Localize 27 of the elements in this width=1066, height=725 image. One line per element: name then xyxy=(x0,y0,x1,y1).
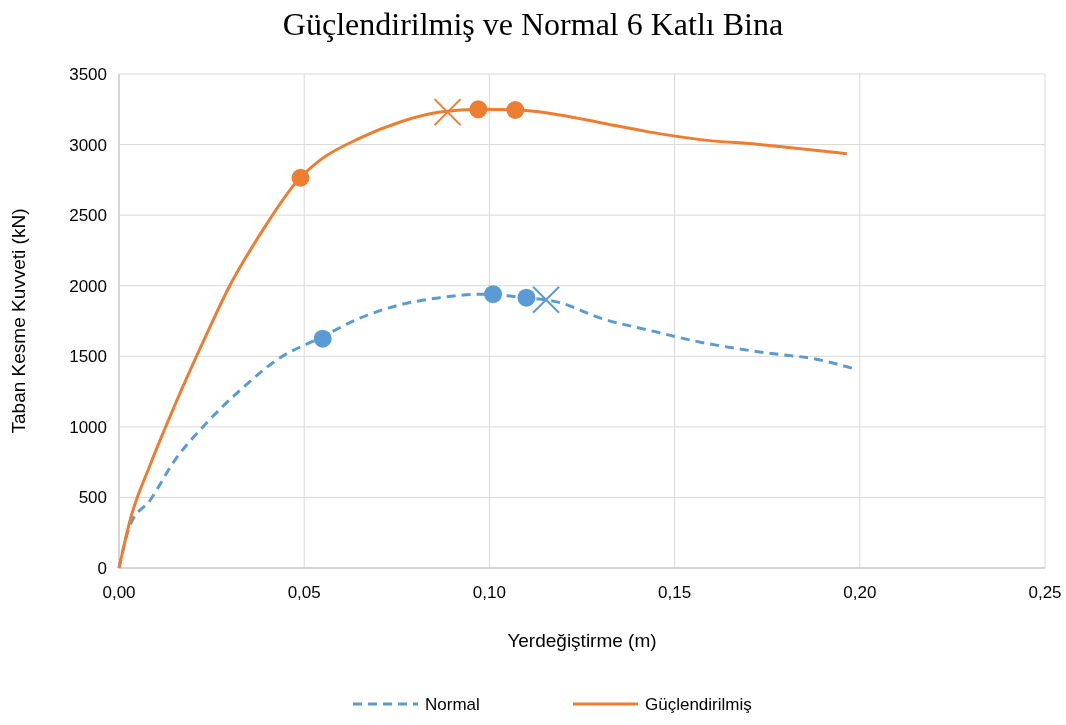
legend-label: Normal xyxy=(425,695,480,714)
x-tick-label: 0,25 xyxy=(1028,583,1062,602)
x-axis-title: Yerdeğiştirme (m) xyxy=(507,630,657,651)
chart-title: Güçlendirilmiş ve Normal 6 Katlı Bina xyxy=(282,6,784,42)
y-tick-label: 3000 xyxy=(69,135,107,155)
point xyxy=(506,100,525,119)
y-tick-label: 1000 xyxy=(69,417,107,437)
y-tick-label: 2500 xyxy=(69,206,107,226)
point xyxy=(433,98,462,127)
point xyxy=(291,168,310,187)
point xyxy=(532,285,561,314)
point xyxy=(517,288,536,307)
y-tick-label: 3500 xyxy=(69,64,107,84)
point xyxy=(484,285,503,304)
y-tick-label: 1500 xyxy=(69,347,107,367)
legend-label: Güçlendirilmiş xyxy=(645,695,752,714)
x-tick-label: 0,20 xyxy=(843,583,877,602)
point xyxy=(469,100,488,119)
y-tick-label: 500 xyxy=(78,488,107,508)
x-tick-label: 0,00 xyxy=(102,583,136,602)
y-tick-label: 0 xyxy=(97,558,107,578)
x-tick-label: 0,05 xyxy=(287,583,321,602)
x-tick-label: 0,10 xyxy=(472,583,506,602)
y-axis-title: Taban Kesme Kuvveti (kN) xyxy=(8,208,29,434)
x-tick-label: 0,15 xyxy=(658,583,692,602)
y-tick-label: 2000 xyxy=(69,276,107,296)
point xyxy=(313,329,332,348)
